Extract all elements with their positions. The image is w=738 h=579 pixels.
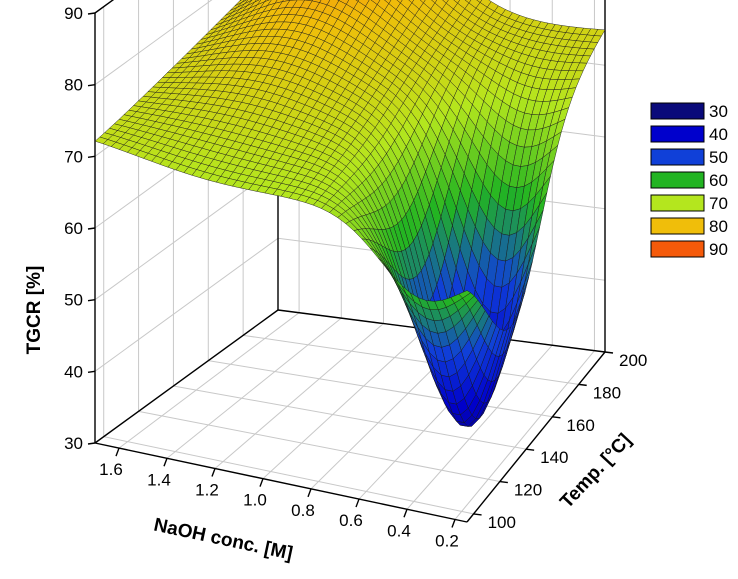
x-tick-mark <box>115 447 120 457</box>
floor-gridline <box>118 312 300 449</box>
z-tick-mark <box>87 12 96 15</box>
z-tick-mark <box>87 298 96 302</box>
floor-gridline <box>214 323 384 469</box>
axis-frame <box>94 351 606 523</box>
frame-edge <box>94 442 468 523</box>
floor-gridline <box>406 344 553 510</box>
floor-gridline <box>243 334 579 385</box>
z-tick-mark <box>87 442 96 445</box>
x-tick-label: 0.4 <box>387 521 411 540</box>
x-tick-mark <box>403 509 408 518</box>
y-tick-mark <box>578 383 587 387</box>
z-tick-label: 40 <box>64 362 83 381</box>
legend-label: 90 <box>709 240 728 259</box>
x-tick-mark <box>355 498 360 508</box>
x-axis-label: NaOH conc. [M] <box>152 515 295 565</box>
x-tick-mark <box>211 468 216 477</box>
x-tick-mark <box>451 519 456 528</box>
x-tick-label: 1.6 <box>99 460 123 479</box>
z-gridline <box>94 0 213 86</box>
y-tick-mark <box>499 480 508 484</box>
legend-swatch <box>650 194 705 212</box>
legend-swatch <box>650 171 705 189</box>
legend-swatch <box>650 217 705 235</box>
tgcr-axis-ticks: 30 40 50 60 70 80 90 <box>64 4 96 453</box>
legend-label: 70 <box>709 194 728 213</box>
z-axis-label: TGCR [%] <box>24 266 45 355</box>
z-tick-label: 30 <box>64 434 83 453</box>
z-tick-label: 80 <box>64 76 83 95</box>
x-tick-label: 0.6 <box>339 511 363 530</box>
y-tick-label: 180 <box>593 383 621 402</box>
x-tick-mark <box>259 478 264 487</box>
legend-label: 40 <box>709 125 728 144</box>
floor-gridline <box>454 350 595 520</box>
y-tick-label: 140 <box>540 448 568 467</box>
x-tick-mark <box>163 458 168 467</box>
y-tick-mark <box>604 351 614 354</box>
legend-label: 50 <box>709 148 728 167</box>
z-tick-label: 50 <box>64 291 83 310</box>
frame-edge <box>466 351 606 523</box>
x-tick-label: 0.8 <box>291 501 315 520</box>
y-tick-label: 160 <box>566 416 594 435</box>
y-tick-label: 120 <box>514 481 542 500</box>
legend-swatch <box>650 102 705 120</box>
color-legend: 30 40 50 60 70 80 90 <box>650 102 728 259</box>
y-tick-label: 200 <box>619 351 647 370</box>
floor-gridline <box>262 328 427 480</box>
x-tick-label: 1.4 <box>147 470 171 489</box>
x-tick-label: 1.2 <box>195 480 219 499</box>
x-tick-label: 0.2 <box>435 531 459 550</box>
z-tick-mark <box>87 83 96 87</box>
x-tick-mark <box>307 488 312 498</box>
x-tick-label: 1.0 <box>243 491 267 510</box>
z-tick-mark <box>87 155 96 159</box>
z-tick-mark <box>87 370 96 374</box>
legend-label: 60 <box>709 171 728 190</box>
z-tick-label: 60 <box>64 219 83 238</box>
floor-gridline <box>138 410 500 483</box>
z-tick-mark <box>87 227 96 230</box>
floor-gridline <box>103 436 474 515</box>
frame-edge <box>94 309 279 444</box>
surface-patch <box>458 290 471 299</box>
legend-swatch <box>650 240 705 258</box>
legend-swatch <box>650 125 705 143</box>
z-tick-label: 90 <box>64 4 83 23</box>
response-surface <box>94 0 606 427</box>
legend-swatch <box>650 148 705 166</box>
y-tick-mark <box>552 416 561 419</box>
z-gridline <box>94 309 606 444</box>
y-tick-label: 100 <box>488 513 516 532</box>
floor-gridline <box>208 360 553 418</box>
y-tick-mark <box>526 448 535 451</box>
legend-label: 30 <box>709 102 728 121</box>
legend-label: 80 <box>709 217 728 236</box>
floor-gridline <box>173 385 527 450</box>
temp-axis-ticks: 100 120 140 160 180 200 <box>473 351 647 532</box>
z-tick-label: 70 <box>64 147 83 166</box>
y-axis-label: Temp. [°C] <box>556 430 635 513</box>
naoh-axis-ticks: 1.6 1.4 1.2 1.0 0.8 0.6 0.4 0.2 <box>99 447 459 550</box>
y-tick-mark <box>473 513 482 516</box>
floor-gridline <box>166 317 342 459</box>
